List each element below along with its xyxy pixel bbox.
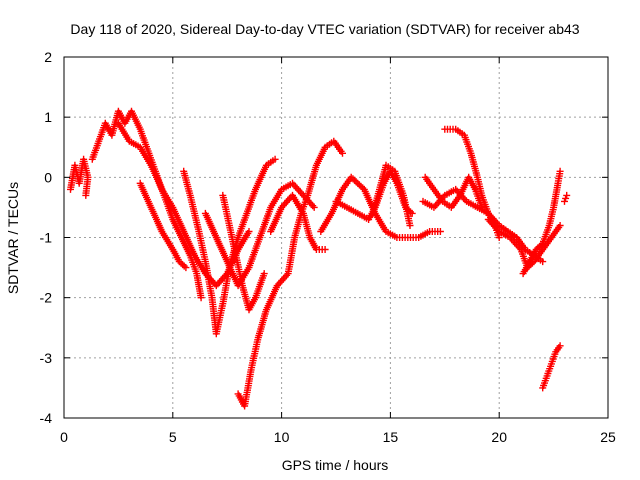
x-tick-label: 20 xyxy=(491,429,507,445)
series-arc-f xyxy=(201,179,318,290)
data-point-markers xyxy=(136,179,190,272)
series-arc-r xyxy=(539,342,564,392)
data-point-markers xyxy=(421,173,486,211)
axis-ticks xyxy=(63,56,609,419)
y-tick-labels: -4 -3 -2 -1 0 1 2 xyxy=(40,49,53,426)
data-point-markers xyxy=(317,173,444,241)
data-point-markers xyxy=(219,191,268,314)
y-tick-label: -1 xyxy=(40,230,53,246)
series-arc-n xyxy=(421,173,486,211)
series-arc-j xyxy=(317,173,444,241)
x-tick-label: 10 xyxy=(274,429,290,445)
data-point-markers xyxy=(234,137,346,410)
series-arc-g xyxy=(219,191,268,314)
data-point-markers xyxy=(561,191,571,205)
data-point-markers xyxy=(267,191,329,253)
y-tick-label: 0 xyxy=(44,169,52,185)
y-tick-label: -4 xyxy=(40,410,53,426)
data-point-markers xyxy=(519,167,564,278)
series-arc-d xyxy=(136,179,190,272)
series-arc-a xyxy=(67,155,92,199)
y-axis-label: SDTVAR / TECUs xyxy=(5,182,21,294)
data-point-markers xyxy=(369,161,414,229)
data-point-markers xyxy=(539,342,564,392)
x-tick-label: 25 xyxy=(600,429,616,445)
y-tick-label: -3 xyxy=(40,350,53,366)
data-point-markers xyxy=(67,155,92,199)
series-arc-i xyxy=(267,191,329,253)
series-arc-h xyxy=(234,137,346,410)
series-arc-q xyxy=(519,167,564,278)
x-tick-labels: 0 5 10 15 20 25 xyxy=(60,429,616,445)
chart-title: Day 118 of 2020, Sidereal Day-to-day VTE… xyxy=(70,21,579,37)
y-tick-label: -2 xyxy=(40,290,53,306)
series-arc-b xyxy=(88,107,205,302)
y-tick-label: 2 xyxy=(44,49,52,65)
x-tick-label: 5 xyxy=(169,429,177,445)
data-point-markers xyxy=(201,179,318,290)
data-points xyxy=(67,107,571,410)
x-tick-label: 0 xyxy=(60,429,68,445)
series-arc-l xyxy=(369,161,414,229)
x-axis-label: GPS time / hours xyxy=(282,457,389,473)
series-arc-s xyxy=(561,191,571,205)
grid-lines xyxy=(64,57,608,418)
y-tick-label: 1 xyxy=(44,109,52,125)
data-point-markers xyxy=(88,107,205,302)
x-tick-label: 15 xyxy=(383,429,399,445)
